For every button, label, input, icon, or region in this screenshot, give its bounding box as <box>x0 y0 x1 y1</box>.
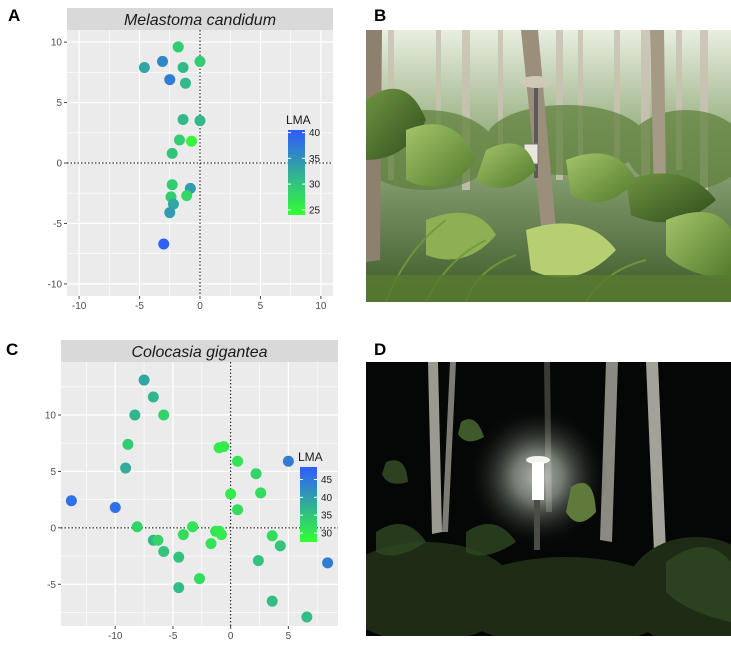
y-tick-label: 5 <box>50 467 56 478</box>
y-tick-label: 0 <box>50 523 56 534</box>
forest-night-photo <box>366 362 731 636</box>
data-point <box>274 540 286 552</box>
data-point <box>187 521 199 533</box>
data-point <box>194 573 205 585</box>
legend-colorbar <box>288 130 305 215</box>
data-point <box>138 61 150 73</box>
data-point <box>138 374 150 386</box>
data-point <box>158 238 170 250</box>
x-tick-label: 0 <box>228 631 234 642</box>
y-tick-label: 5 <box>56 98 62 109</box>
x-tick-label: 5 <box>258 301 264 312</box>
data-point <box>252 555 264 567</box>
data-point <box>167 198 179 210</box>
y-tick-label: 10 <box>51 38 63 49</box>
data-point <box>322 557 334 569</box>
data-point <box>177 529 189 541</box>
facet-strip <box>67 8 333 30</box>
y-tick-label: 0 <box>56 159 62 170</box>
x-tick-label: -5 <box>169 631 178 642</box>
data-point <box>164 207 176 219</box>
y-tick-label: 10 <box>45 411 57 422</box>
legend-tick-label: 35 <box>321 511 333 522</box>
data-point <box>215 529 227 541</box>
data-point <box>173 582 185 594</box>
y-tick-label: -10 <box>48 279 63 290</box>
data-point <box>166 179 178 191</box>
data-point <box>164 74 176 86</box>
data-point <box>122 438 134 450</box>
data-point <box>194 115 206 127</box>
plot-panel <box>61 362 338 626</box>
data-point <box>157 55 169 67</box>
panel-label-b: B <box>374 6 387 25</box>
data-point <box>301 611 313 623</box>
data-point <box>266 595 278 607</box>
forest-night-illustration <box>366 362 731 636</box>
data-point <box>173 551 185 563</box>
data-point <box>158 409 170 421</box>
data-point <box>152 534 164 546</box>
facet-title: Colocasia gigantea <box>131 344 267 361</box>
data-point <box>186 135 198 147</box>
data-point <box>158 546 170 558</box>
data-point <box>232 455 244 467</box>
legend-tick-label: 30 <box>309 180 321 191</box>
legend-colorbar <box>300 467 317 542</box>
data-point <box>232 504 244 516</box>
x-tick-label: -10 <box>72 301 87 312</box>
legend-tick-label: 45 <box>321 475 333 486</box>
data-point <box>282 455 294 467</box>
legend-tick-label: 40 <box>321 493 333 504</box>
data-point <box>255 487 267 499</box>
forest-day-photo <box>366 30 731 302</box>
legend-tick-label: 40 <box>309 128 321 139</box>
data-point <box>65 495 77 507</box>
data-point <box>129 409 141 421</box>
data-point <box>166 147 178 159</box>
data-point <box>225 488 237 500</box>
data-point <box>179 77 191 89</box>
y-tick-label: -5 <box>47 580 56 591</box>
scatter-chart-colocasia: Colocasia gigantea -10 -5 0 5 -5 0 5 10 LMA 45 40 35… <box>45 340 338 642</box>
legend-tick-label: 35 <box>309 154 321 165</box>
x-tick-label: -10 <box>108 631 123 642</box>
panel-label-a: A <box>8 6 21 25</box>
x-tick-label: 5 <box>286 631 292 642</box>
x-tick-label: 0 <box>197 301 203 312</box>
data-point <box>218 441 230 453</box>
legend-tick-label: 30 <box>321 529 333 540</box>
legend-tick-label: 25 <box>309 205 321 216</box>
data-point <box>173 134 185 146</box>
data-point <box>147 391 159 403</box>
data-point <box>194 55 206 67</box>
data-point <box>172 41 184 53</box>
data-point <box>181 190 193 202</box>
x-tick-label: 10 <box>315 301 327 312</box>
data-point <box>177 113 189 125</box>
y-tick-label: -5 <box>53 219 62 230</box>
legend-title: LMA <box>286 113 311 127</box>
data-point <box>177 61 189 73</box>
x-tick-label: -5 <box>135 301 144 312</box>
data-point <box>250 468 262 480</box>
facet-title: Melastoma candidum <box>124 12 276 29</box>
data-point <box>205 538 217 550</box>
forest-day-illustration <box>366 30 731 302</box>
panel-label-c: C <box>6 340 19 359</box>
data-point <box>266 530 278 542</box>
data-point <box>131 521 143 533</box>
facet-strip <box>61 340 338 362</box>
data-point <box>120 462 132 474</box>
legend-title: LMA <box>298 450 323 464</box>
scatter-chart-melastoma: Melastoma candidum -10 -5 0 5 10 -10 -5 0 5 10 LMA4… <box>48 8 333 312</box>
panel-label-d: D <box>374 340 387 359</box>
data-point <box>109 502 121 514</box>
